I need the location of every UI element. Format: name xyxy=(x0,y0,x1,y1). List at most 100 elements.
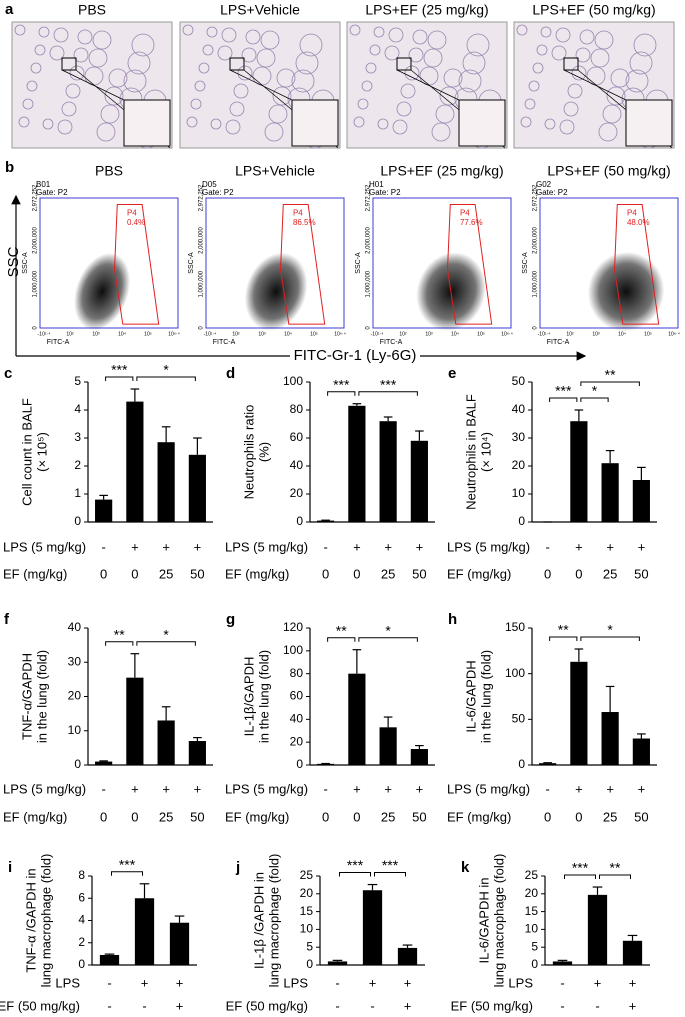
row-value: 25 xyxy=(159,809,173,824)
row-value: - xyxy=(560,998,564,1013)
alveolus xyxy=(353,116,365,128)
row-label: EF (mg/kg) xyxy=(225,566,289,581)
plot-id: G02 xyxy=(536,180,552,189)
row-value: + xyxy=(194,539,202,554)
row-value: + xyxy=(162,781,170,796)
y-tick-label: 5 xyxy=(306,939,313,953)
alveolus xyxy=(260,30,280,50)
alveolus xyxy=(384,45,400,61)
y-axis-label: Neutrophils in BALF xyxy=(463,394,478,510)
alveolus xyxy=(276,68,296,88)
panel-letter: h xyxy=(448,611,457,628)
alveolus xyxy=(268,104,288,124)
alveolus xyxy=(392,119,408,135)
alveolus xyxy=(598,122,618,142)
bar xyxy=(348,405,366,522)
x-tick-label: 10⁵ xyxy=(144,331,152,337)
y-tick-label: 2,972,252 xyxy=(533,184,539,211)
x-tick-label: 10⁶·⁴ xyxy=(668,331,679,337)
y-tick-label: 0 xyxy=(306,957,313,971)
row-label: EF (mg/kg) xyxy=(447,566,511,581)
y-tick-label: 0 xyxy=(296,514,303,528)
sig-label: *** xyxy=(347,857,364,873)
alveolus xyxy=(77,29,93,45)
alveolus xyxy=(602,104,622,124)
y-tick-label: 40 xyxy=(290,712,304,726)
alveolus xyxy=(69,65,85,81)
row-value: + xyxy=(575,781,583,796)
bar xyxy=(601,463,619,522)
row-value: 50 xyxy=(190,809,204,824)
y-tick-label: 2,972,252 xyxy=(366,184,372,211)
alveolus xyxy=(555,27,571,43)
y-tick-label: 15 xyxy=(300,904,314,918)
plot-gate: Gate: P2 xyxy=(369,188,401,197)
row-value: + xyxy=(162,539,170,554)
sig-bracket xyxy=(327,391,356,396)
alveolus xyxy=(443,68,463,88)
alveolus xyxy=(42,118,54,130)
alveolus xyxy=(629,51,653,75)
y-tick-label: 1,000,000 xyxy=(366,270,372,297)
row-value: + xyxy=(575,539,583,554)
row-value: + xyxy=(131,781,139,796)
alveolus xyxy=(291,69,315,93)
alveolus xyxy=(575,47,591,63)
row-label: LPS (5 mg/kg) xyxy=(3,781,86,796)
y-tick-label: 0 xyxy=(366,326,372,330)
gate-name: P4 xyxy=(460,209,470,218)
bar xyxy=(317,520,335,522)
row-value: + xyxy=(594,975,602,990)
y-tick-label: 40 xyxy=(512,402,526,416)
y-tick-label: 2,972,252 xyxy=(199,184,205,211)
row-label: EF (mg/kg) xyxy=(3,566,67,581)
y-tick-label: 20 xyxy=(290,734,304,748)
y-tick-label: 10 xyxy=(300,922,314,936)
event-cloud xyxy=(587,251,665,332)
plot-gate: Gate: P2 xyxy=(202,188,234,197)
x-tick-label: 10⁴ xyxy=(284,331,292,337)
alveolus xyxy=(229,101,245,117)
y-axis-label: lung macrophage (fold) xyxy=(491,854,506,988)
row-label: LPS (5 mg/kg) xyxy=(447,781,530,796)
y-tick-label: 20 xyxy=(290,486,304,500)
row-value: 0 xyxy=(100,809,107,824)
alveolus xyxy=(516,24,528,36)
sig-label: *** xyxy=(555,383,572,399)
row-value: + xyxy=(384,781,392,796)
row-value: - xyxy=(323,781,327,796)
panel-letter: c xyxy=(4,365,12,382)
alveolus xyxy=(633,33,657,57)
alveolus xyxy=(237,65,253,81)
event-cloud xyxy=(244,252,308,331)
sig-label: *** xyxy=(382,857,399,873)
y-axis-label: IL-1β /GAPDH in xyxy=(251,872,266,969)
panel-title: LPS+EF (50 mg/kg) xyxy=(547,163,670,179)
y-tick-label: 2,000,000 xyxy=(533,227,539,254)
alveolus xyxy=(571,65,587,81)
x-tick-label: 10⁴ xyxy=(118,331,126,337)
sig-label: ** xyxy=(605,367,616,383)
row-value: - xyxy=(101,781,105,796)
sig-bracket xyxy=(358,637,418,642)
y-tick-label: 15 xyxy=(525,904,539,918)
y-tick-label: 100 xyxy=(505,666,525,680)
row-value: 50 xyxy=(412,566,426,581)
gate-name: P4 xyxy=(627,209,637,218)
alveolus xyxy=(38,26,50,38)
bar xyxy=(188,454,206,522)
panel-letter: f xyxy=(4,611,10,628)
bar xyxy=(126,401,144,522)
y-axis-label: (× 10⁵) xyxy=(34,432,49,472)
y-tick-label: 20 xyxy=(525,886,539,900)
row-value: + xyxy=(629,998,637,1013)
sig-label: * xyxy=(163,626,169,642)
y-tick-label: 10 xyxy=(512,486,526,500)
alveolus xyxy=(361,80,373,92)
alveolus xyxy=(194,80,206,92)
row-label: EF (mg/kg) xyxy=(447,809,511,824)
bar xyxy=(552,961,573,965)
alveolus xyxy=(96,122,116,142)
bar xyxy=(95,499,113,522)
